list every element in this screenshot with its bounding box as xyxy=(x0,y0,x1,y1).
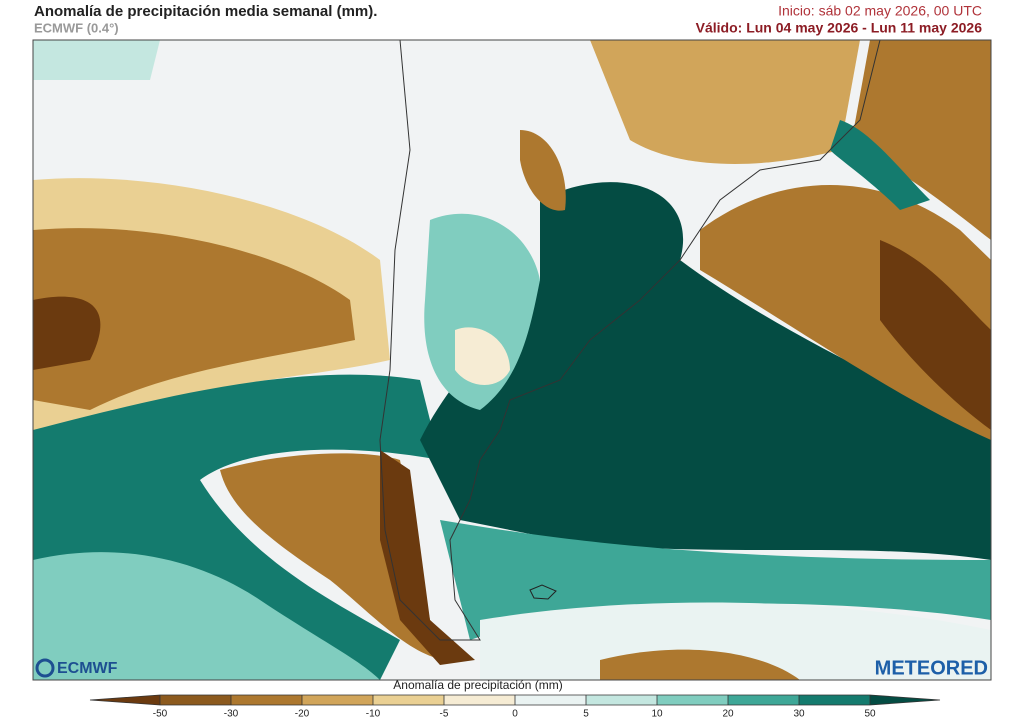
colorbar-segment xyxy=(586,695,657,705)
colorbar-extend xyxy=(870,695,940,705)
dry-brazil-coast xyxy=(700,185,991,440)
valid-period: Válido: Lun 04 may 2026 - Lun 11 may 202… xyxy=(696,20,983,36)
logo-text: ECMWF xyxy=(57,660,118,677)
map xyxy=(33,40,991,680)
colorbar-extend xyxy=(90,695,160,705)
logo-text: METEORED xyxy=(875,657,988,679)
wet-strip xyxy=(830,120,930,210)
colorbar-segment xyxy=(231,695,302,705)
colorbar-segment xyxy=(728,695,799,705)
colorbar-tick-label: 20 xyxy=(722,709,734,720)
colorbar-segment xyxy=(799,695,870,705)
dry-core xyxy=(880,240,991,430)
colorbar-tick-label: 0 xyxy=(512,709,518,720)
colorbar-tick-label: 50 xyxy=(864,709,876,720)
malvinas xyxy=(529,584,557,600)
colorbar-tick-label: -10 xyxy=(366,709,381,720)
dry-south-core xyxy=(380,450,475,665)
dry-core xyxy=(33,296,101,370)
neutral-central xyxy=(455,327,510,385)
colorbar-segment xyxy=(160,695,231,705)
colorbar-tick-label: -30 xyxy=(224,709,239,720)
colorbar: -50 -30 -20 -10 -5 0 5 10 20 30 50 xyxy=(89,694,941,720)
wet-central xyxy=(424,213,540,410)
wet-atlantic xyxy=(420,182,991,560)
wet-patch xyxy=(33,40,160,80)
dry-patch xyxy=(600,649,800,680)
logo-left: ECMWF xyxy=(35,658,118,678)
colorbar-tick-label: 10 xyxy=(651,709,663,720)
logo-icon xyxy=(35,658,55,678)
dry-north-east xyxy=(850,40,991,240)
colorbar-label: Anomalía de precipitación (mm) xyxy=(393,678,562,692)
colorbar-tick-label: -50 xyxy=(153,709,168,720)
colorbar-tick-label: -5 xyxy=(440,709,449,720)
dry-north xyxy=(590,40,860,164)
dry-core xyxy=(33,228,355,410)
colorbar-segment xyxy=(373,695,444,705)
colorbar-segment xyxy=(444,695,515,705)
coastline xyxy=(379,40,881,641)
init-time: Inicio: sáb 02 may 2026, 00 UTC xyxy=(778,3,982,19)
colorbar-tick-label: 5 xyxy=(583,709,589,720)
map-frame xyxy=(32,39,992,681)
wet-edge xyxy=(33,552,380,680)
colorbar-segment xyxy=(515,695,586,705)
colorbar-segment xyxy=(657,695,728,705)
model: ECMWF (0.4°) xyxy=(34,20,119,35)
dry-chaco xyxy=(520,130,566,211)
wet-edge xyxy=(440,520,991,640)
title: Anomalía de precipitación media semanal … xyxy=(34,3,377,20)
colorbar-tick-label: -20 xyxy=(295,709,310,720)
colorbar-tick-label: 30 xyxy=(793,709,805,720)
colorbar-segment xyxy=(302,695,373,705)
